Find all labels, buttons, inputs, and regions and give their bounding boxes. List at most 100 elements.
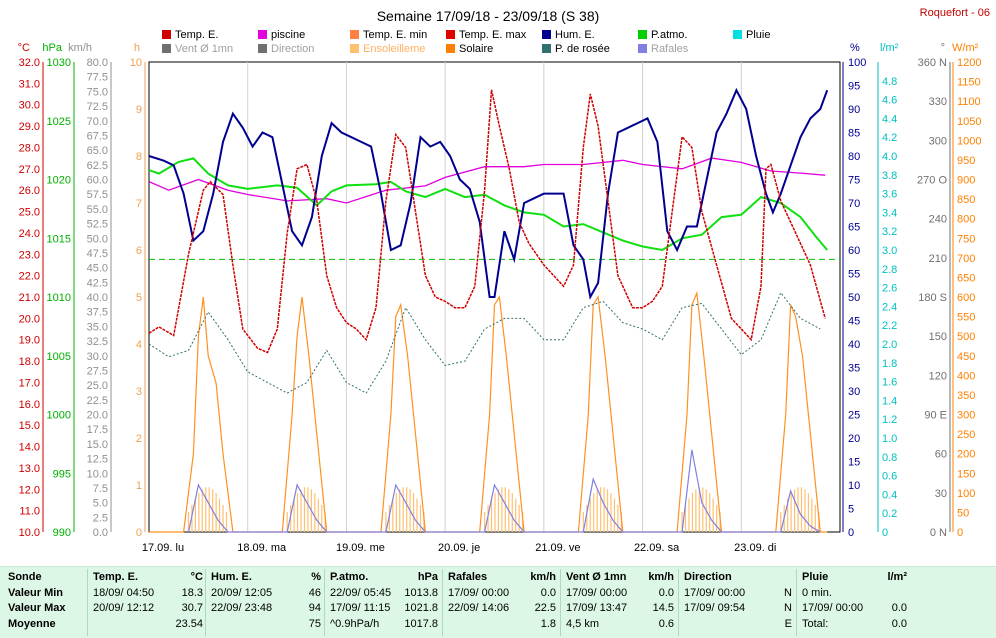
solar-tick: 750	[957, 233, 975, 245]
hum-tick: 45	[848, 316, 860, 328]
rain-tick: 0	[882, 527, 888, 539]
stats-cell-value: 30.7	[181, 602, 203, 614]
dir-tick: 90 E	[924, 410, 947, 422]
dir-tick: 150	[929, 331, 947, 343]
dir-tick: 240	[929, 214, 947, 226]
series-pressure	[148, 157, 828, 252]
temp-tick: 25.0	[19, 207, 40, 219]
stats-cell: 20/09/ 12:05 46	[211, 586, 321, 602]
stats-cell: 23.54	[93, 617, 203, 633]
hum-tick: 100	[848, 57, 866, 69]
station-name: Roquefort - 06	[920, 7, 990, 19]
hum-tick: 35	[848, 363, 860, 375]
stats-cell: ^0.9hPa/h 1017.8	[330, 617, 438, 633]
solar-tick: 500	[957, 331, 975, 343]
press-unit: hPa	[42, 42, 62, 54]
stats-cell: 18/09/ 04:50 18.3	[93, 586, 203, 602]
stats-header-label: Vent Ø 1mn	[566, 571, 627, 583]
stats-column-header: Direction	[684, 570, 792, 586]
temp-tick: 20.0	[19, 313, 40, 325]
hum-tick: 15	[848, 457, 860, 469]
sun-tick: 0	[136, 527, 142, 539]
solar-tick: 450	[957, 351, 975, 363]
hum-tick: 10	[848, 480, 860, 492]
hum-tick: 25	[848, 410, 860, 422]
legend-swatch	[258, 44, 267, 53]
legend-label: P.atmo.	[651, 29, 688, 41]
stats-cell: 75	[211, 617, 321, 633]
legend-label: Temp. E. min	[363, 29, 427, 41]
legend-label: Direction	[271, 43, 314, 55]
rain-tick: 4.8	[882, 76, 897, 88]
stats-cell-value: E	[784, 617, 792, 630]
legend-swatch	[638, 44, 647, 53]
stats-header-label: Hum. E.	[211, 571, 252, 583]
legend-label: Hum. E.	[555, 29, 595, 41]
stats-cell: 0 min.	[802, 586, 907, 602]
stats-cell-label: 20/09/ 12:12	[93, 602, 155, 614]
stats-cell: Moyenne	[8, 617, 56, 630]
legend-label: Temp. E. max	[459, 29, 527, 41]
rain-tick: 2.4	[882, 301, 897, 313]
rain-tick: 2.6	[882, 283, 897, 295]
wind-tick: 7.5	[93, 483, 108, 495]
stats-cell: 17/09/ 09:54 N	[684, 601, 792, 617]
rain-tick: 3.6	[882, 189, 897, 201]
stats-header-unit: %	[311, 571, 321, 583]
solar-tick: 300	[957, 410, 975, 422]
solar-tick: 650	[957, 272, 975, 284]
legend-swatch	[733, 30, 742, 39]
wind-tick: 47.5	[87, 248, 108, 260]
stats-cell: 22/09/ 05:45 1013.8	[330, 586, 438, 602]
stats-cell-label: 17/09/ 00:00	[684, 586, 746, 599]
solar-tick: 350	[957, 390, 975, 402]
stats-column-header: P.atmo. hPa	[330, 570, 438, 586]
stats-column-divider	[324, 569, 325, 636]
solar-tick: 50	[957, 507, 969, 519]
stats-column-header: Sonde	[8, 570, 88, 586]
stats-cell-value: 14.5	[652, 602, 674, 614]
stats-column: Pluie l/m² 0 min. 17/09/ 00:00 0.0 Total: 0.0	[802, 570, 907, 632]
wind-tick: 42.5	[87, 277, 108, 289]
sun-unit: h	[134, 42, 140, 54]
rain-tick: 3.4	[882, 207, 897, 219]
stats-header-label: P.atmo.	[330, 571, 369, 583]
rain-tick: 3.0	[882, 245, 897, 257]
temp-tick: 24.0	[19, 228, 40, 240]
series-temperature	[148, 89, 826, 354]
hum-tick: 95	[848, 81, 860, 93]
wind-tick: 20.0	[87, 410, 108, 422]
solar-tick: 700	[957, 253, 975, 265]
stats-cell-value: 22.5	[534, 602, 556, 614]
rain-tick: 4.0	[882, 151, 897, 163]
stats-cell-label: 18/09/ 04:50	[93, 586, 155, 599]
series-piscine	[148, 157, 826, 204]
rain-tick: 4.6	[882, 95, 897, 107]
press-tick: 1020	[47, 175, 71, 187]
dir-tick: 270 O	[917, 175, 947, 187]
solar-tick: 1200	[957, 57, 981, 69]
stats-cell: 22/09/ 23:48 94	[211, 601, 321, 617]
series-humidity	[148, 87, 829, 300]
hum-tick: 65	[848, 222, 860, 234]
stats-column-header: Temp. E. °C	[93, 570, 203, 586]
wind-tick: 25.0	[87, 380, 108, 392]
temp-tick: 10.0	[19, 527, 40, 539]
plot-area	[148, 87, 840, 533]
wind-tick: 37.5	[87, 307, 108, 319]
stats-cell-value: 94	[308, 602, 321, 614]
stats-cell-value: 18.3	[181, 586, 203, 599]
wind-tick: 5.0	[93, 498, 108, 510]
rain-tick: 1.4	[882, 395, 897, 407]
legend-swatch	[446, 30, 455, 39]
stats-cell-label: 17/09/ 00:00	[448, 586, 510, 599]
rain-tick: 0.4	[882, 489, 897, 501]
sun-tick: 1	[136, 480, 142, 492]
sun-tick: 9	[136, 104, 142, 116]
solar-tick: 900	[957, 175, 975, 187]
stats-cell-label: 22/09/ 23:48	[211, 602, 273, 614]
press-tick: 1000	[47, 410, 71, 422]
solar-tick: 400	[957, 370, 975, 382]
temp-tick: 13.0	[19, 463, 40, 475]
day-label: 21.09. ve	[535, 542, 580, 554]
